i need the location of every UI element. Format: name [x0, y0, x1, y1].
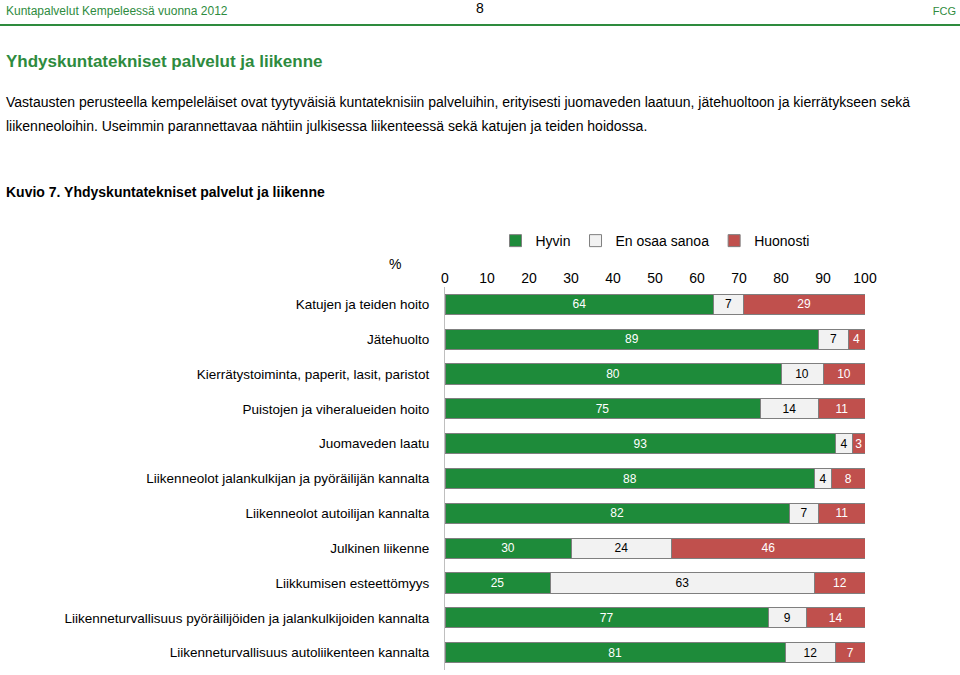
svg-text:29: 29: [797, 297, 811, 311]
svg-text:10: 10: [795, 367, 809, 381]
svg-text:9: 9: [784, 611, 791, 625]
svg-text:4: 4: [820, 472, 827, 486]
svg-text:82: 82: [610, 506, 624, 520]
svg-text:64: 64: [573, 297, 587, 311]
svg-text:70: 70: [731, 270, 747, 286]
svg-text:Kierrätystoiminta, paperit, la: Kierrätystoiminta, paperit, lasit, paris…: [197, 367, 430, 382]
svg-text:30: 30: [563, 270, 579, 286]
html-text:Kuvio 7. Yhdyskuntatekniset pa: Kuvio 7. Yhdyskuntatekniset palvelut ja …: [6, 184, 325, 200]
svg-text:En osaa sanoa: En osaa sanoa: [616, 233, 710, 249]
html-text:8: 8: [476, 0, 484, 16]
svg-text:Liikenneolot jalankulkijan ja: Liikenneolot jalankulkijan ja pyöräilijä…: [146, 471, 429, 486]
html-text:liikenneoloihin. Useimmin para: liikenneoloihin. Useimmin parannettavaa …: [6, 118, 648, 134]
html-text:Kuntapalvelut Kempeleessä vuon: Kuntapalvelut Kempeleessä vuonna 2012: [6, 4, 228, 18]
svg-text:Liikkumisen esteettömyys: Liikkumisen esteettömyys: [275, 576, 429, 591]
svg-text:Liikenneolot autoilijan kannal: Liikenneolot autoilijan kannalta: [245, 506, 429, 521]
svg-text:7: 7: [725, 297, 732, 311]
svg-text:60: 60: [689, 270, 705, 286]
svg-text:14: 14: [829, 611, 843, 625]
svg-text:Liikenneturvallisuus pyöräilij: Liikenneturvallisuus pyöräilijöiden ja j…: [65, 610, 430, 625]
svg-text:4: 4: [853, 332, 860, 346]
svg-text:0: 0: [441, 270, 449, 286]
svg-text:%: %: [389, 256, 401, 272]
svg-text:8: 8: [845, 472, 852, 486]
svg-text:46: 46: [762, 541, 776, 555]
svg-text:77: 77: [600, 611, 614, 625]
svg-text:Huonosti: Huonosti: [754, 233, 809, 249]
svg-text:12: 12: [833, 576, 847, 590]
svg-text:12: 12: [804, 646, 818, 660]
svg-text:14: 14: [783, 402, 797, 416]
html-text:Yhdyskuntatekniset palvelut ja: Yhdyskuntatekniset palvelut ja liikenne: [6, 52, 323, 71]
svg-text:Juomaveden laatu: Juomaveden laatu: [319, 436, 429, 451]
svg-text:Liikenneturvallisuus autoliike: Liikenneturvallisuus autoliikenteen kann…: [170, 645, 430, 660]
svg-text:40: 40: [605, 270, 621, 286]
svg-text:88: 88: [623, 472, 637, 486]
svg-text:25: 25: [491, 576, 505, 590]
svg-text:11: 11: [836, 402, 849, 416]
svg-text:63: 63: [675, 576, 689, 590]
svg-text:10: 10: [479, 270, 495, 286]
svg-text:7: 7: [830, 332, 837, 346]
svg-text:24: 24: [615, 541, 629, 555]
svg-text:81: 81: [608, 646, 622, 660]
svg-text:30: 30: [501, 541, 515, 555]
svg-text:Puistojen ja viheralueiden hoi: Puistojen ja viheralueiden hoito: [242, 402, 429, 417]
svg-text:93: 93: [633, 437, 647, 451]
svg-text:3: 3: [855, 437, 862, 451]
svg-text:Katujen ja teiden hoito: Katujen ja teiden hoito: [296, 297, 430, 312]
svg-text:7: 7: [801, 506, 808, 520]
svg-text:10: 10: [837, 367, 851, 381]
svg-text:4: 4: [841, 437, 848, 451]
svg-text:50: 50: [647, 270, 663, 286]
svg-text:7: 7: [847, 646, 854, 660]
svg-text:100: 100: [853, 270, 877, 286]
html-text:FCG: FCG: [932, 5, 956, 17]
svg-text:80: 80: [773, 270, 789, 286]
svg-text:75: 75: [596, 402, 610, 416]
svg-text:89: 89: [625, 332, 639, 346]
svg-text:Hyvin: Hyvin: [536, 233, 571, 249]
svg-text:Julkinen liikenne: Julkinen liikenne: [330, 541, 429, 556]
svg-text:90: 90: [815, 270, 831, 286]
html-text:Vastausten perusteella kempele: Vastausten perusteella kempeleläiset ova…: [6, 94, 910, 110]
svg-text:11: 11: [836, 506, 849, 520]
svg-text:80: 80: [606, 367, 620, 381]
svg-text:Jätehuolto: Jätehuolto: [367, 332, 429, 347]
svg-text:20: 20: [521, 270, 537, 286]
